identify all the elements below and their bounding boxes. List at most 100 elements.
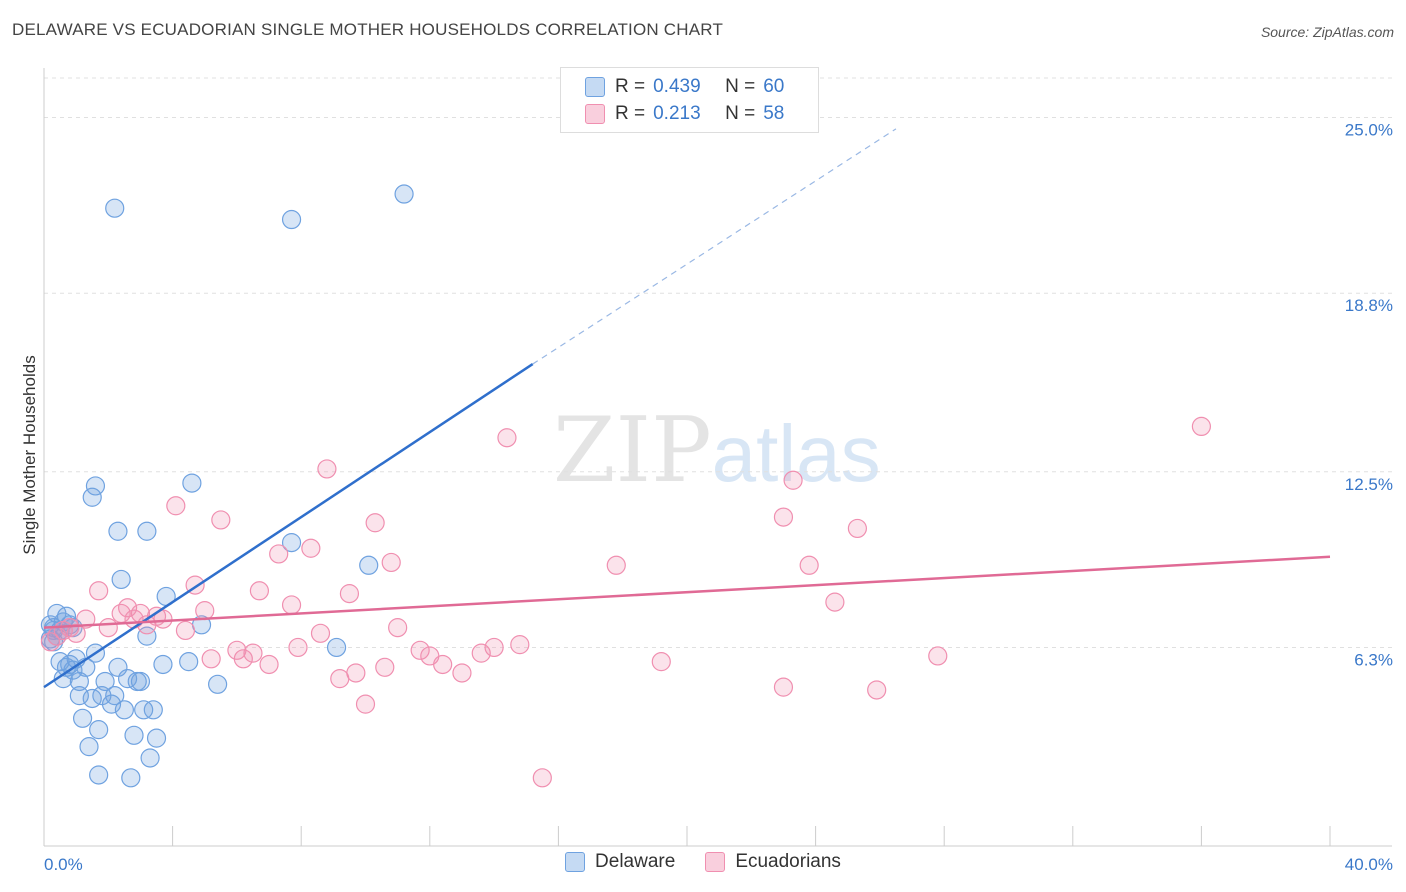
point-ecuadorians [365, 513, 385, 533]
watermark-zip: ZIP [553, 398, 712, 503]
chart-title: DELAWARE VS ECUADORIAN SINGLE MOTHER HOU… [12, 20, 724, 39]
point-ecuadorians [410, 640, 430, 660]
point-ecuadorians [339, 584, 360, 604]
point-ecuadorians [98, 618, 118, 638]
point-delaware [179, 652, 199, 672]
y-tick-label: 25.0% [1345, 121, 1393, 140]
grid [44, 77, 1392, 648]
point-delaware [359, 555, 379, 575]
trend-line-delaware-extension [532, 128, 897, 365]
point-ecuadorians [153, 609, 173, 629]
point-delaware [137, 521, 157, 541]
series-label-delaware: Delaware [595, 851, 676, 872]
point-ecuadorians [166, 496, 186, 516]
point-ecuadorians [452, 663, 472, 683]
legend-swatch-ecuadorians [585, 104, 605, 124]
point-delaware [108, 521, 128, 541]
point-delaware [208, 674, 228, 694]
point-ecuadorians [532, 768, 552, 788]
trend-lines [43, 128, 1331, 689]
legend-r-label: R = [615, 103, 646, 124]
legend-r-value: 0.439 [653, 76, 701, 97]
series-swatch-delaware [565, 852, 586, 872]
points [40, 184, 1212, 788]
point-delaware [82, 487, 102, 507]
point-ecuadorians [76, 609, 96, 629]
point-ecuadorians [269, 544, 289, 564]
series-legend-delaware: Delaware [565, 851, 675, 873]
point-ecuadorians [89, 581, 109, 601]
legend-n-label: N = [725, 103, 756, 124]
point-ecuadorians [249, 581, 270, 601]
point-delaware [114, 700, 134, 720]
watermark: ZIPatlas [553, 398, 881, 503]
point-ecuadorians [355, 694, 376, 714]
point-delaware [124, 725, 144, 745]
point-ecuadorians [288, 637, 308, 658]
point-delaware [95, 671, 115, 692]
point-delaware [121, 768, 141, 788]
point-ecuadorians [66, 623, 86, 643]
point-delaware [130, 671, 151, 692]
point-ecuadorians [281, 595, 302, 615]
point-delaware [281, 209, 302, 230]
point-ecuadorians [928, 646, 948, 666]
series-label-ecuadorians: Ecuadorians [735, 851, 841, 872]
legend-row-ecuadorians: R = 0.213 N = 58 [585, 101, 784, 127]
y-tick-label: 12.5% [1345, 475, 1393, 494]
trend-line-delaware [43, 363, 534, 689]
point-ecuadorians [867, 680, 887, 700]
point-ecuadorians [799, 555, 819, 575]
point-ecuadorians [301, 538, 321, 558]
legend-n-value: 60 [763, 76, 785, 97]
point-ecuadorians [847, 518, 867, 539]
point-ecuadorians [783, 470, 803, 490]
point-ecuadorians [606, 555, 626, 575]
series-swatch-ecuadorians [705, 852, 726, 872]
x-tick-label: 40.0% [1345, 855, 1393, 874]
point-delaware [326, 637, 347, 658]
axis-labels: 6.3% 12.5% 18.8% 25.0% 0.0% 40.0% Single Mothe… [20, 121, 1393, 874]
series-legend-ecuadorians: Ecuadorians [705, 851, 841, 873]
point-ecuadorians [375, 657, 395, 677]
trend-line-ecuadorians [43, 555, 1331, 629]
point-ecuadorians [195, 601, 215, 621]
point-ecuadorians [201, 649, 221, 669]
point-delaware [153, 654, 173, 675]
point-delaware [137, 626, 157, 646]
point-delaware [146, 728, 167, 748]
point-delaware [394, 184, 414, 204]
series-legend: Delaware Ecuadorians [0, 851, 1406, 873]
point-ecuadorians [233, 649, 253, 669]
point-delaware [72, 708, 93, 728]
point-delaware [85, 476, 106, 496]
point-delaware [111, 569, 131, 590]
point-delaware [143, 700, 163, 720]
point-ecuadorians [259, 654, 279, 675]
point-delaware [281, 533, 302, 553]
y-tick-label: 6.3% [1354, 650, 1393, 669]
point-ecuadorians [825, 592, 845, 612]
point-ecuadorians [433, 654, 453, 675]
point-ecuadorians [243, 643, 263, 663]
legend-n-label: N = [725, 76, 756, 97]
legend-swatch-delaware [585, 77, 605, 97]
point-delaware [89, 720, 109, 740]
point-ecuadorians [388, 618, 408, 638]
point-delaware [105, 686, 125, 706]
y-tick-label: 18.8% [1345, 296, 1393, 315]
legend-n-value: 58 [763, 103, 785, 124]
point-ecuadorians [484, 637, 504, 658]
point-ecuadorians [310, 623, 331, 643]
source-label: Source: ZipAtlas.com [1260, 24, 1394, 40]
axes [43, 68, 1392, 847]
point-ecuadorians [317, 459, 337, 479]
point-delaware [79, 737, 99, 757]
point-delaware [134, 700, 154, 720]
watermark-atlas: atlas [711, 409, 881, 498]
point-delaware [105, 198, 125, 218]
point-ecuadorians [381, 552, 401, 573]
point-delaware [89, 765, 109, 785]
point-ecuadorians [346, 663, 366, 683]
point-ecuadorians [651, 652, 671, 672]
